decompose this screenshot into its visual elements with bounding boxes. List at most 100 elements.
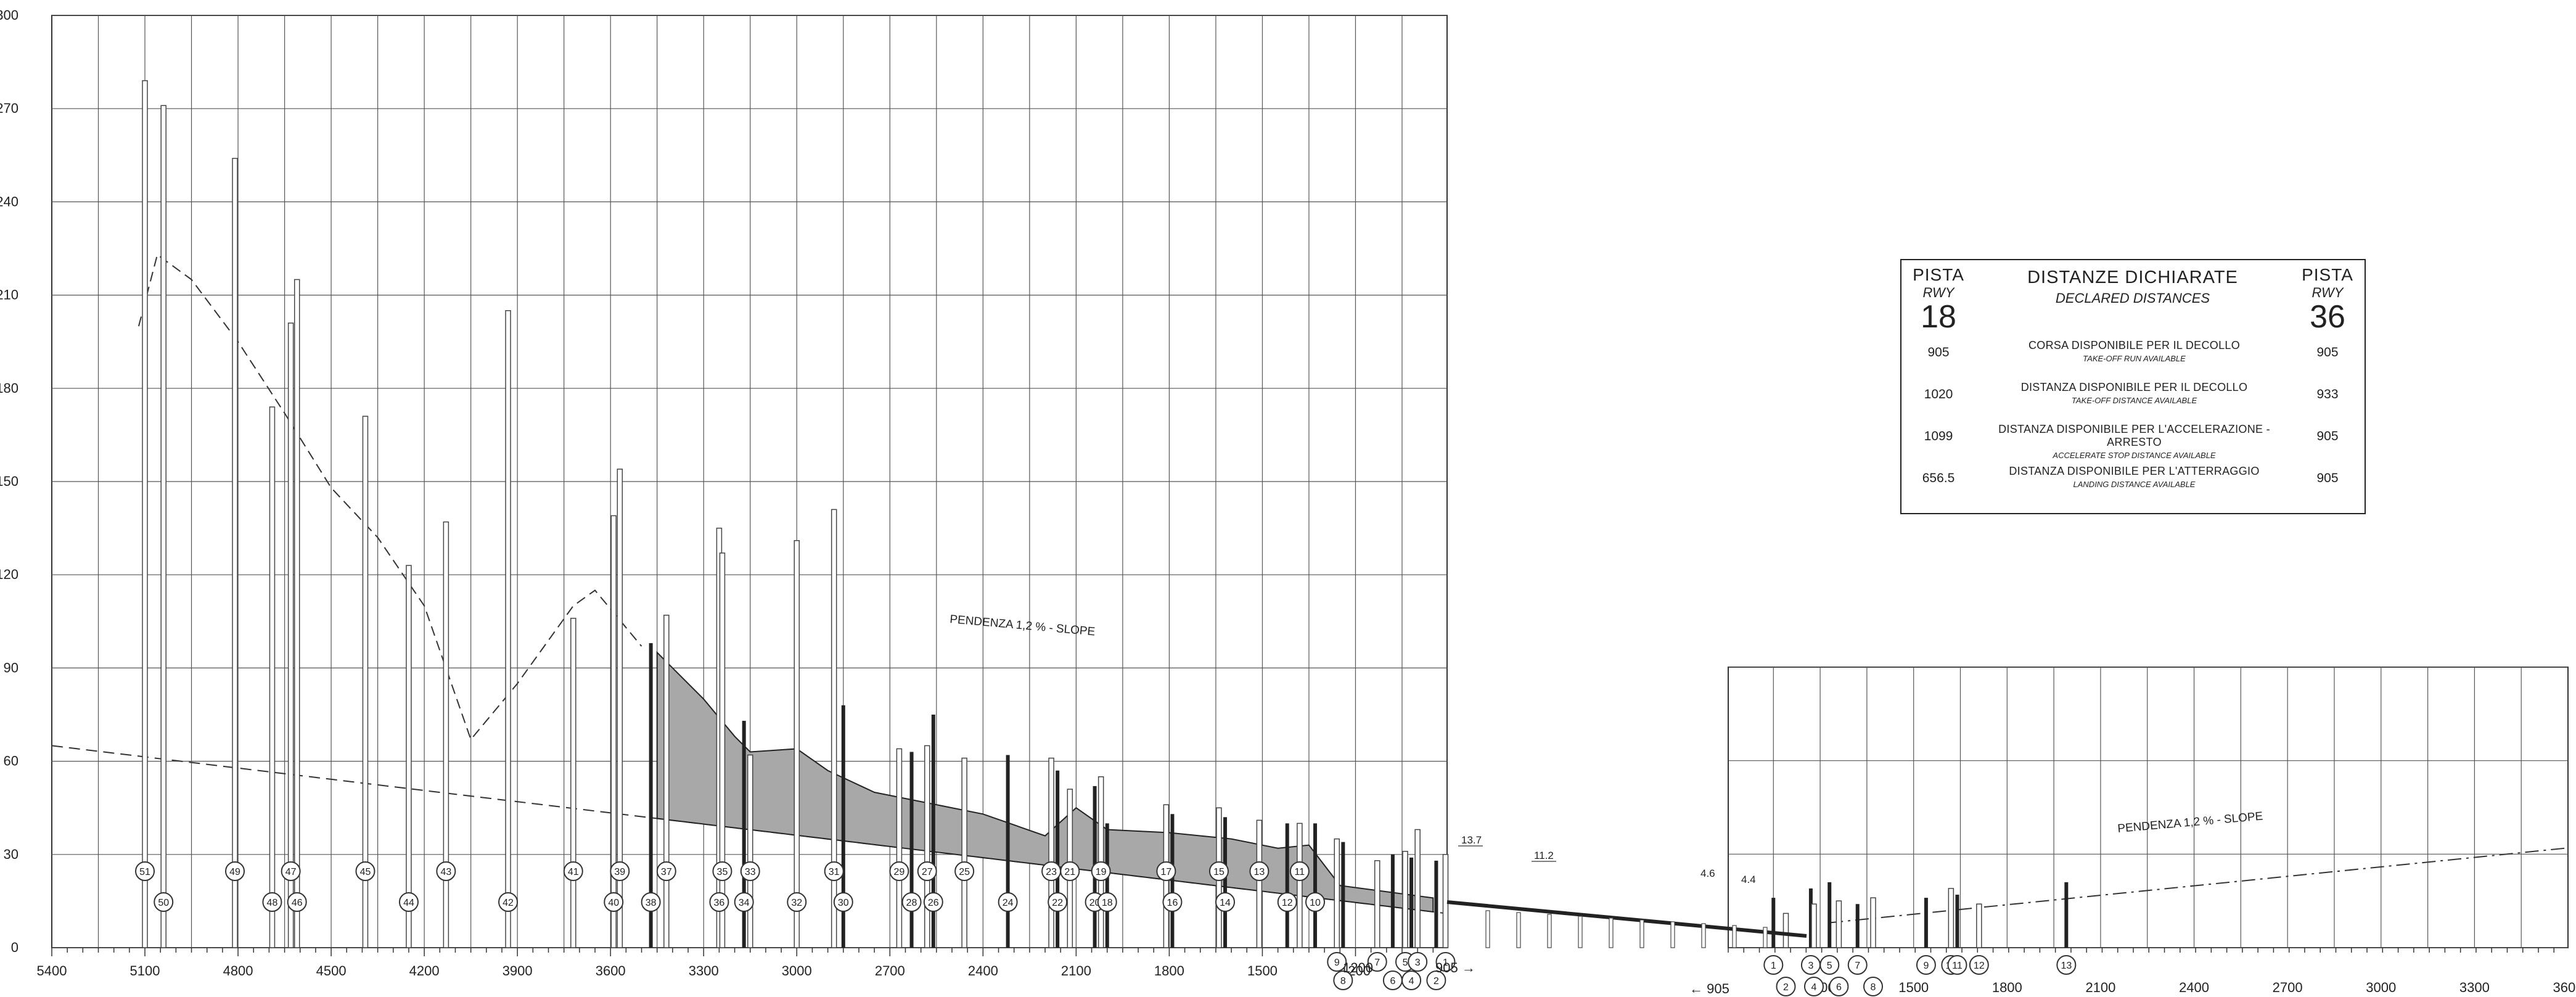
obstacle-bar [1409, 857, 1414, 948]
obstacle-id-label: 3 [1415, 958, 1421, 968]
arrow-905-right: 905 → [1435, 960, 1475, 975]
runway-side-obstacle [1732, 925, 1737, 948]
obstacle-bar [1056, 770, 1060, 948]
obstacle-bar [1955, 895, 1959, 948]
obstacle-bar [1976, 903, 1982, 948]
obstacle-id-circle [1367, 952, 1387, 972]
toda-36: 933 [2316, 387, 2339, 401]
obstacle-shaded-area [656, 650, 1434, 913]
obstacle-id-circle [1097, 892, 1117, 912]
callout-11-2: 11.2 [1534, 850, 1554, 861]
obstacle-bar [1948, 888, 1955, 948]
x-tick-label: 3000 [2366, 980, 2396, 995]
obstacle-id-label: 51 [139, 867, 150, 877]
tora-label-en: TAKE-OFF RUN AVAILABLE [2083, 354, 2186, 363]
y-tick-label: 120 [0, 567, 18, 582]
obstacle-id-circle [824, 861, 844, 881]
obstacle-id-circle [498, 892, 519, 912]
toda-label: DISTANZA DISPONIBILE PER IL DECOLLO TAKE… [1975, 381, 2293, 405]
obstacle-bar [1434, 860, 1438, 948]
obstacle-id-label: 49 [229, 867, 240, 877]
obstacle-bar [1414, 829, 1421, 948]
obstacle-bar [142, 80, 148, 948]
left-panel-grid [51, 15, 1448, 956]
runway-side-obstacle [1485, 910, 1490, 948]
obstacle-id-circle [287, 892, 307, 912]
obstacle-id-label: 13 [2061, 961, 2072, 971]
obstacle-id-label: 45 [360, 867, 371, 877]
x-tick-label: 3600 [596, 963, 626, 979]
y-tick-label: 0 [11, 940, 18, 955]
obstacle-bar [794, 540, 800, 948]
obstacle-bar [1285, 823, 1289, 948]
obstacle-id-label: 47 [285, 867, 297, 877]
slope-line [1829, 847, 2569, 924]
obstacle-id-label: 23 [1046, 867, 1057, 877]
obstacle-bar [1924, 898, 1928, 948]
obstacle-bar [909, 752, 914, 948]
runway-side-obstacle [1609, 917, 1614, 948]
obstacle-id-label: 11 [1952, 961, 1963, 971]
lda-36: 905 [2316, 471, 2339, 485]
right-panel-grid [1728, 667, 2569, 953]
obstacle-bar [896, 748, 903, 948]
obstacle-id-circle [1215, 892, 1236, 912]
slope-label-left: PENDENZA 1,2 % - SLOPE [950, 613, 1096, 639]
obstacle-id-circle [225, 861, 245, 881]
obstacle-id-circle [1333, 970, 1353, 990]
arrow-905-left: ← 905 [1689, 981, 1729, 996]
obstacle-id-label: 7 [1855, 961, 1860, 971]
obstacle-id-circle [787, 892, 807, 912]
obstacle-id-label: 39 [614, 867, 625, 877]
rwy36-number: 36 [2310, 299, 2345, 335]
obstacle-bar [1334, 838, 1340, 948]
obstacle-id-circle [2056, 955, 2077, 975]
obstacle-id-label: 11 [1295, 867, 1305, 877]
obstacle-id-label: 8 [1340, 976, 1346, 987]
y-tick-label: 240 [0, 194, 18, 209]
obstacle-id-label: 43 [440, 867, 451, 877]
obstacle-id-label: 40 [608, 898, 619, 908]
y-tick-label: 270 [0, 101, 18, 116]
lda-label-it: DISTANZA DISPONIBILE PER L'ATTERRAGGIO [2009, 465, 2260, 477]
obstacle-id-label: 1 [1443, 958, 1448, 968]
obstacle-id-label: 27 [922, 867, 933, 877]
obstacle-id-label: 14 [1220, 898, 1231, 908]
obstacle-id-circle [610, 861, 630, 881]
obstacle-id-label: 26 [928, 898, 939, 908]
slope-line [51, 745, 1448, 914]
rwy36-rwy: RWY [2311, 285, 2344, 300]
y-tick-label: 90 [4, 660, 18, 675]
toda-label-it: DISTANZA DISPONIBILE PER IL DECOLLO [2020, 381, 2248, 393]
obstacle-bar [1256, 819, 1263, 948]
obstacle-id-circle [1969, 955, 1989, 975]
obstacle-id-circle [563, 861, 583, 881]
obstacle-bar [1827, 882, 1832, 948]
runway-side-obstacle [1670, 921, 1675, 948]
runway-side-obstacle [1639, 919, 1644, 948]
runway-centerline [1446, 900, 1807, 938]
right-panel-profile [1771, 847, 2569, 948]
obstacle-id-circle [1426, 970, 1446, 990]
obstacle-id-label: 21 [1064, 867, 1075, 877]
runway-side-obstacle [1763, 927, 1768, 948]
lda-18: 656.5 [1922, 471, 1955, 485]
x-tick-label: 4800 [223, 963, 253, 979]
obstacle-bar [719, 552, 726, 948]
x-tick-label: 3900 [502, 963, 533, 979]
runway-side-obstacle [1547, 914, 1552, 948]
obstacle-id-circle [1863, 977, 1884, 996]
obstacle-id-circle [135, 861, 155, 881]
obstacle-id-circle [1847, 955, 1868, 975]
runway-side-obstacle [1701, 923, 1706, 948]
obstacle-id-circle [1947, 955, 1967, 975]
obstacle-id-label: 41 [568, 867, 579, 877]
obstacle-id-label: 46 [292, 898, 303, 908]
obstacle-bar [1811, 903, 1817, 948]
obstacle-id-circle [1091, 861, 1111, 881]
x-tick-label: 2700 [875, 963, 905, 979]
tora-label-it: CORSA DISPONIBILE PER IL DECOLLO [2028, 339, 2241, 351]
obstacle-bar [570, 618, 576, 948]
obstacle-id-circle [154, 892, 174, 912]
table-title: DISTANZE DICHIARATE DECLARED DISTANCES [1994, 268, 2271, 306]
